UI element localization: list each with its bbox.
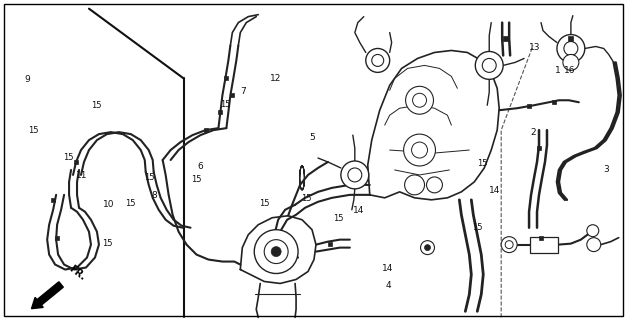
Text: 15: 15 <box>301 194 311 203</box>
Text: 5: 5 <box>309 133 315 142</box>
Text: 15: 15 <box>333 214 344 223</box>
Circle shape <box>372 54 384 67</box>
Text: 15: 15 <box>63 153 74 162</box>
FancyArrow shape <box>31 282 63 309</box>
Circle shape <box>255 230 298 274</box>
Bar <box>503 36 508 41</box>
Text: 15: 15 <box>125 198 135 207</box>
Text: 4: 4 <box>386 281 391 290</box>
Bar <box>552 100 556 104</box>
Circle shape <box>348 168 362 182</box>
Circle shape <box>421 241 435 255</box>
Text: 14: 14 <box>353 206 364 215</box>
Circle shape <box>271 247 281 257</box>
Circle shape <box>341 161 369 189</box>
Text: 13: 13 <box>529 43 540 52</box>
Text: 14: 14 <box>381 264 393 274</box>
Text: FR.: FR. <box>67 264 88 283</box>
Text: 1: 1 <box>556 66 561 75</box>
Text: 16: 16 <box>564 66 575 75</box>
Text: 7: 7 <box>240 87 246 96</box>
Text: 12: 12 <box>270 74 282 83</box>
Text: 15: 15 <box>472 223 482 232</box>
Circle shape <box>475 52 503 79</box>
Text: 15: 15 <box>260 198 270 207</box>
Bar <box>218 110 223 114</box>
Bar <box>51 198 55 202</box>
Bar <box>230 93 234 97</box>
Circle shape <box>501 237 517 252</box>
Text: 10: 10 <box>103 200 115 209</box>
Text: 9: 9 <box>24 75 31 84</box>
Circle shape <box>505 241 513 249</box>
Circle shape <box>404 134 436 166</box>
Text: 6: 6 <box>197 162 203 171</box>
Text: 8: 8 <box>152 190 157 200</box>
Bar <box>74 160 78 164</box>
Circle shape <box>563 54 579 70</box>
Text: 15: 15 <box>191 175 201 184</box>
Circle shape <box>587 238 601 252</box>
Circle shape <box>404 175 424 195</box>
Circle shape <box>413 93 426 107</box>
Circle shape <box>366 49 389 72</box>
Text: 11: 11 <box>75 171 87 180</box>
Text: 15: 15 <box>91 101 102 110</box>
Text: 15: 15 <box>477 159 487 168</box>
Circle shape <box>557 35 585 62</box>
Text: 15: 15 <box>29 126 39 135</box>
Circle shape <box>482 59 496 72</box>
Circle shape <box>424 244 431 251</box>
Text: 2: 2 <box>530 128 536 137</box>
Bar <box>539 236 543 240</box>
Bar <box>527 104 531 108</box>
Bar <box>55 236 59 240</box>
Circle shape <box>411 142 428 158</box>
Bar <box>204 128 208 132</box>
Text: 3: 3 <box>603 165 609 174</box>
Text: 15: 15 <box>144 173 155 182</box>
Circle shape <box>406 86 433 114</box>
Circle shape <box>426 177 443 193</box>
Bar <box>224 76 228 80</box>
Text: 15: 15 <box>219 100 230 109</box>
Bar <box>328 242 332 246</box>
Circle shape <box>264 240 288 264</box>
Text: 14: 14 <box>489 186 500 195</box>
Circle shape <box>564 42 578 55</box>
Bar <box>537 146 541 150</box>
Circle shape <box>587 225 599 237</box>
Bar <box>569 36 573 41</box>
Bar <box>530 237 558 252</box>
Text: 15: 15 <box>102 239 113 248</box>
